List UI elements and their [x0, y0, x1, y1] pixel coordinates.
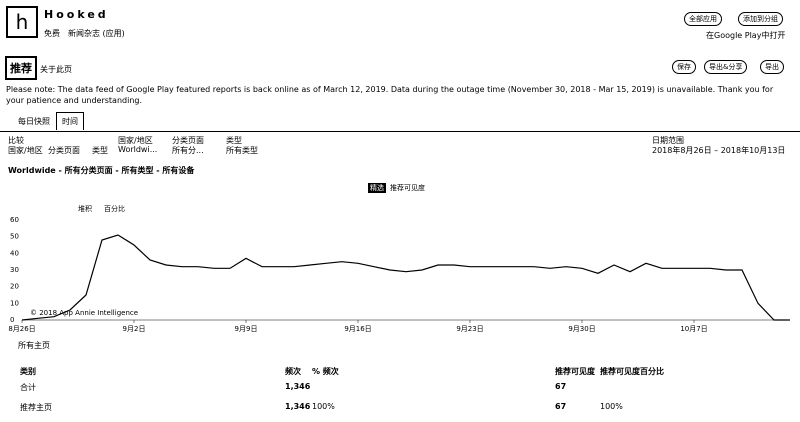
- watermark: © 2018 App Annie Intelligence: [30, 309, 138, 317]
- x-tick-label: 9月16日: [344, 325, 371, 333]
- about[interactable]: 关于此页: [40, 65, 72, 74]
- compare: 比较: [8, 136, 24, 145]
- filter-label: 分类页面: [48, 146, 80, 155]
- filter-label: 分类页面: [172, 136, 204, 145]
- y-tick-label: 10: [10, 299, 19, 307]
- category: 新闻杂志 (应用): [68, 29, 125, 38]
- table-cell: 100%: [312, 402, 335, 411]
- filter-label: 类型: [92, 146, 108, 155]
- table-cell: 合计: [20, 383, 36, 392]
- table-cell: 推荐主页: [20, 403, 52, 412]
- tab-active[interactable]: 时间: [56, 112, 84, 130]
- chart: 精选 推荐可见度 堆积 百分比 © 2018 App Annie Intelli…: [8, 183, 790, 333]
- tab[interactable]: 每日快照: [18, 117, 50, 126]
- y-tick-label: 0: [10, 316, 14, 324]
- date-label: 日期范围: [652, 136, 684, 145]
- button[interactable]: 添加到分组: [738, 12, 783, 26]
- date-value[interactable]: 2018年8月26日 – 2018年10月13日: [652, 146, 786, 155]
- y-tick-label: 20: [10, 283, 19, 291]
- filter-label: 类型: [226, 136, 242, 145]
- line: [21, 234, 790, 321]
- table-cell: 67: [555, 382, 567, 391]
- table-cell: 100%: [600, 402, 623, 411]
- x-tick-label: 8月26日: [8, 325, 35, 333]
- price: 免费: [44, 29, 60, 38]
- y-tick-label: 40: [10, 249, 19, 257]
- table-cell: 类别: [20, 367, 36, 376]
- table-cell: 推荐可见度: [555, 367, 595, 376]
- badge: 精选: [370, 183, 384, 192]
- filter-value[interactable]: Worldwi...: [118, 145, 158, 154]
- breadcrumb: Worldwide - 所有分类页面 - 所有类型 - 所有设备: [8, 166, 195, 175]
- x-tick-label: 10月7日: [680, 325, 707, 333]
- app-name: Hooked: [44, 8, 109, 21]
- x-tick-label: 9月23日: [456, 325, 483, 333]
- button[interactable]: 全部应用: [684, 12, 722, 26]
- toolbar[interactable]: 堆积: [78, 204, 92, 213]
- chart-legend[interactable]: 所有主页: [18, 341, 50, 350]
- y-tick-label: 60: [10, 216, 19, 224]
- notice: Please note: The data feed of Google Pla…: [6, 85, 774, 105]
- divider: [0, 131, 800, 132]
- table-cell: 1,346: [285, 402, 311, 411]
- button[interactable]: 保存: [672, 60, 696, 74]
- filter-label: 国家/地区: [8, 146, 43, 155]
- table-cell: 67: [555, 402, 567, 411]
- table-cell: 推荐可见度百分比: [600, 367, 664, 376]
- table-cell: 1,346: [285, 382, 311, 391]
- table-cell: 频次: [285, 367, 301, 376]
- filter-value[interactable]: 所有分...: [172, 146, 204, 155]
- button[interactable]: 导出: [760, 60, 784, 74]
- badge-bg: [368, 183, 386, 193]
- x-tick-label: 9月2日: [123, 325, 146, 333]
- filter-value[interactable]: 所有类型: [226, 146, 258, 155]
- y-tick-label: 50: [10, 233, 19, 241]
- page-title: 推荐: [5, 56, 37, 80]
- legend-label: 推荐可见度: [390, 183, 425, 192]
- filter-label: 国家/地区: [118, 136, 153, 145]
- toolbar[interactable]: 百分比: [104, 204, 125, 213]
- table-cell: % 频次: [312, 367, 339, 376]
- x-tick-label: 9月30日: [568, 325, 595, 333]
- app-icon: h: [6, 6, 38, 38]
- x-tick-label: 9月9日: [235, 325, 258, 333]
- store-link[interactable]: 在Google Play中打开: [706, 31, 786, 40]
- button[interactable]: 导出&分享: [704, 60, 748, 74]
- y-tick-label: 30: [10, 266, 19, 274]
